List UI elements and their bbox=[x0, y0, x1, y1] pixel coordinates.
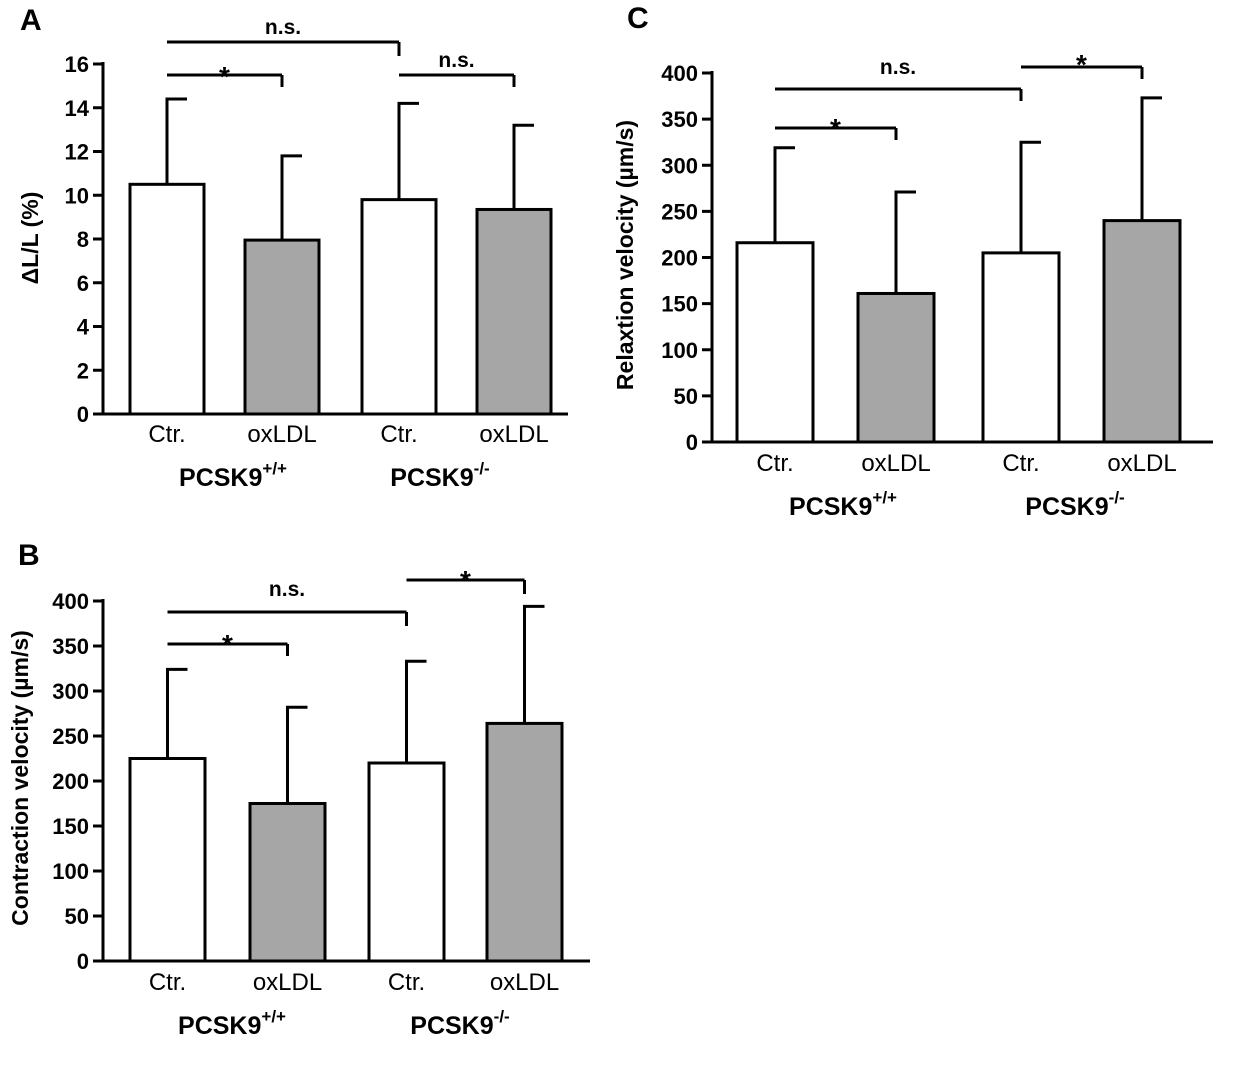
significance-label: * bbox=[830, 113, 841, 144]
group-label-base: PCSK9 bbox=[410, 1012, 493, 1040]
significance-label: n.s. bbox=[438, 49, 474, 72]
y-tick-label: 300 bbox=[52, 679, 89, 704]
bar bbox=[475, 207, 553, 416]
y-tick-label: 0 bbox=[77, 949, 89, 974]
y-tick-label: 150 bbox=[52, 814, 89, 839]
y-tick-label: 350 bbox=[661, 107, 698, 132]
panel-letter: A bbox=[20, 4, 42, 37]
group-label-base: PCSK9 bbox=[179, 464, 262, 492]
category-label: Ctr. bbox=[148, 421, 185, 448]
bar bbox=[128, 182, 206, 416]
group-label-superscript: -/- bbox=[474, 459, 490, 478]
group-label-superscript: +/+ bbox=[872, 488, 897, 507]
panel-letter: B bbox=[18, 539, 40, 572]
category-label: Ctr. bbox=[380, 421, 417, 448]
group-label: PCSK9+/+ bbox=[178, 1007, 286, 1040]
bar bbox=[360, 198, 438, 416]
y-tick-label: 8 bbox=[77, 227, 89, 252]
category-label: Ctr. bbox=[756, 450, 793, 477]
y-tick-label: 150 bbox=[661, 292, 698, 317]
category-label: oxLDL bbox=[490, 969, 559, 996]
bar bbox=[856, 291, 936, 444]
group-label-base: PCSK9 bbox=[390, 464, 473, 492]
bar bbox=[981, 251, 1061, 444]
group-label: PCSK9+/+ bbox=[789, 488, 897, 521]
group-label: PCSK9-/- bbox=[1025, 488, 1124, 521]
y-tick-label: 250 bbox=[52, 724, 89, 749]
y-tick-label: 16 bbox=[65, 52, 89, 77]
bar bbox=[735, 241, 815, 444]
y-tick-label: 0 bbox=[77, 402, 89, 427]
y-tick-label: 350 bbox=[52, 634, 89, 659]
bar bbox=[243, 238, 321, 416]
category-label: Ctr. bbox=[149, 969, 186, 996]
y-tick-label: 400 bbox=[661, 61, 698, 86]
category-label: Ctr. bbox=[1002, 450, 1039, 477]
y-tick-label: 14 bbox=[65, 96, 90, 121]
y-tick-label: 6 bbox=[77, 271, 89, 296]
y-tick-label: 250 bbox=[661, 199, 698, 224]
panel-a: A 0 2 4 6 8 10 12 14 16 ΔL/L (%) Ctr. oxLDL Ctr. oxLDL… bbox=[17, 4, 568, 492]
y-axis-label: Relaxtion velocity (µm/s) bbox=[612, 120, 638, 390]
y-tick-label: 200 bbox=[52, 769, 89, 794]
group-label-superscript: +/+ bbox=[261, 1007, 286, 1026]
group-label: PCSK9-/- bbox=[410, 1007, 509, 1040]
y-tick-label: 400 bbox=[52, 589, 89, 614]
y-tick-label: 300 bbox=[661, 153, 698, 178]
significance-label: n.s. bbox=[880, 56, 916, 79]
significance-label: * bbox=[222, 629, 233, 660]
group-label-superscript: -/- bbox=[494, 1007, 510, 1026]
bar bbox=[1102, 219, 1182, 444]
category-label: oxLDL bbox=[479, 421, 548, 448]
y-tick-label: 0 bbox=[686, 430, 698, 455]
y-tick-label: 12 bbox=[65, 140, 89, 165]
y-tick-label: 100 bbox=[52, 859, 89, 884]
group-label: PCSK9-/- bbox=[390, 459, 489, 492]
y-tick-label: 50 bbox=[65, 904, 89, 929]
y-axis-label: ΔL/L (%) bbox=[17, 192, 43, 285]
category-label: oxLDL bbox=[247, 421, 316, 448]
significance-label: * bbox=[219, 61, 230, 92]
category-label: oxLDL bbox=[861, 450, 930, 477]
significance-label: n.s. bbox=[265, 16, 301, 39]
y-tick-label: 50 bbox=[674, 384, 698, 409]
group-label-superscript: +/+ bbox=[262, 459, 287, 478]
significance-label: * bbox=[460, 565, 471, 596]
bar bbox=[128, 757, 207, 963]
y-axis-label: Contraction velocity (µm/s) bbox=[7, 630, 33, 926]
panel-b: B 0 50 100 150 200 250 300 350 400 Contraction vel… bbox=[7, 539, 590, 1040]
category-label: oxLDL bbox=[1107, 450, 1176, 477]
y-tick-label: 100 bbox=[661, 338, 698, 363]
panel-c: C 0 50 100 150 200 250 300 350 400 Relaxtion veloc… bbox=[612, 2, 1213, 521]
y-tick-label: 4 bbox=[77, 315, 90, 340]
group-label-base: PCSK9 bbox=[789, 493, 872, 521]
y-tick-label: 2 bbox=[77, 358, 89, 383]
category-label: Ctr. bbox=[388, 969, 425, 996]
group-label-base: PCSK9 bbox=[1025, 493, 1108, 521]
bar bbox=[248, 802, 327, 963]
bar bbox=[485, 721, 564, 963]
significance-label: n.s. bbox=[269, 578, 305, 601]
group-label-superscript: -/- bbox=[1109, 488, 1125, 507]
y-tick-label: 10 bbox=[65, 183, 89, 208]
panel-letter: C bbox=[627, 2, 649, 35]
category-label: oxLDL bbox=[253, 969, 322, 996]
bar bbox=[367, 761, 446, 963]
group-label: PCSK9+/+ bbox=[179, 459, 287, 492]
y-tick-label: 200 bbox=[661, 246, 698, 271]
group-label-base: PCSK9 bbox=[178, 1012, 261, 1040]
significance-label: * bbox=[1076, 49, 1087, 80]
